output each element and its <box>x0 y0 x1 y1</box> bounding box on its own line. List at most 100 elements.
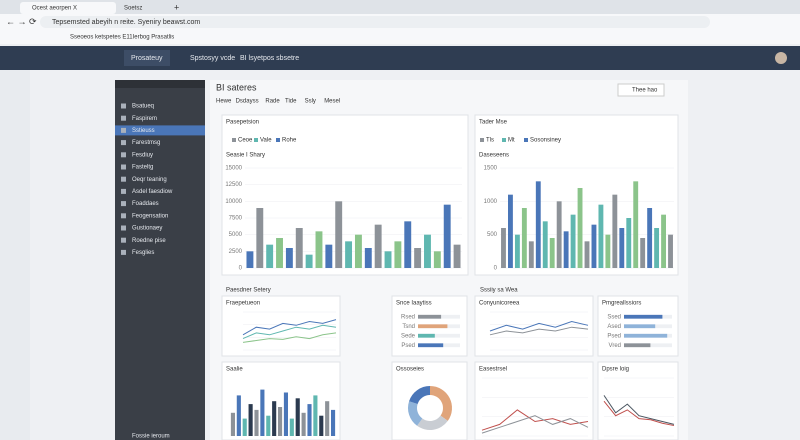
legend-swatch <box>502 138 506 142</box>
line <box>489 320 589 332</box>
bar <box>325 401 330 436</box>
bar <box>647 208 653 268</box>
nav-buttons[interactable]: ← → ⟳ <box>6 16 37 26</box>
tab[interactable] <box>20 2 116 14</box>
bar <box>277 407 283 436</box>
sidebar-item[interactable]: Oeqr teaning <box>132 177 167 183</box>
chart-title: Conyunicoreea <box>479 301 520 307</box>
bar <box>272 401 277 436</box>
pie-slice <box>409 386 430 404</box>
tab[interactable]: Hewe <box>216 99 232 105</box>
nav-link[interactable]: Spstosyy vcde <box>190 55 235 62</box>
sidebar-item[interactable]: Gustionaey <box>132 226 162 232</box>
sidebar-icon <box>121 201 126 207</box>
tab-title[interactable]: Soetsz <box>124 6 142 12</box>
bar <box>418 314 442 319</box>
bar <box>542 221 548 268</box>
legend-label: Sosonsiney <box>530 138 561 144</box>
sidebar-item[interactable]: Fesglies <box>132 250 154 256</box>
bar <box>528 241 534 268</box>
sidebar-items: Bsatueq Faspirem Sstieuss Farestmsg Fesdiuy F… <box>115 103 205 256</box>
tabs: Hewe Dsdayss Rade Tide Ssly Mesel <box>216 99 340 105</box>
legend-label: Mt <box>508 138 515 144</box>
section-title: Sssiiy sa Wea <box>480 288 518 294</box>
sidebar-item[interactable]: Roedne pise <box>132 238 166 244</box>
bar <box>285 248 293 268</box>
bar <box>301 412 306 436</box>
bar <box>501 228 506 268</box>
sidebar-item[interactable]: Asdel faesdiow <box>132 189 173 195</box>
bar <box>307 404 312 436</box>
bookmarks[interactable]: Sseoeos ketspetes E11Ierbog Prasatlis <box>70 35 174 41</box>
category-label: Vred <box>609 343 621 349</box>
bar <box>256 208 264 268</box>
bar <box>612 194 618 268</box>
sidebar-item[interactable]: Sstieuss <box>132 128 155 134</box>
url: Tepsemsted abeyih n reite. Syeniry beaws… <box>52 19 200 26</box>
tab[interactable]: Tide <box>285 99 297 105</box>
left-rail <box>0 70 30 440</box>
sidebar-item[interactable]: Farestmsg <box>132 140 160 146</box>
legend-label: Ceoe <box>238 138 253 144</box>
line <box>603 395 675 425</box>
legend-swatch <box>480 138 484 142</box>
tab[interactable]: Dsdayss <box>236 99 259 105</box>
bar <box>345 241 353 268</box>
category-label: Sede <box>401 333 416 339</box>
app-header <box>0 46 800 70</box>
tab[interactable]: Mesel <box>324 99 340 105</box>
sidebar-item[interactable]: Fesdiuy <box>132 152 153 158</box>
sidebar-item[interactable]: Bsatueq <box>132 104 154 110</box>
bar <box>315 231 323 268</box>
sidebar-icon <box>121 164 126 170</box>
bar <box>591 224 597 268</box>
sidebar-icon <box>121 127 126 133</box>
new-tab[interactable]: + <box>174 2 179 12</box>
bar <box>260 389 265 436</box>
bar <box>624 314 663 319</box>
chart-title: Ossoseies <box>396 367 424 373</box>
y-tick-label: 0 <box>494 266 498 272</box>
sidebar-item[interactable]: Feogensation <box>132 213 168 219</box>
category-label: Psed <box>401 343 415 349</box>
address-bar[interactable] <box>40 16 710 28</box>
avatar[interactable] <box>775 52 787 64</box>
legend-swatch <box>524 138 528 142</box>
bar <box>535 181 541 268</box>
y-tick-label: 2500 <box>229 249 243 255</box>
bar <box>289 418 294 436</box>
bar <box>418 333 435 338</box>
line <box>603 400 675 427</box>
sidebar-item[interactable]: Fasteltg <box>132 165 153 171</box>
bar <box>453 244 461 268</box>
bar <box>424 234 431 268</box>
bar <box>325 244 333 268</box>
bar <box>605 234 611 268</box>
y-tick-label: 0 <box>239 266 243 272</box>
bar <box>633 181 639 268</box>
legend-label: Rohe <box>282 138 297 144</box>
sidebar-icon <box>121 213 126 219</box>
main-title: BI sateres <box>216 82 257 92</box>
panel-title: Pasepetsion <box>226 120 259 126</box>
sidebar-item[interactable]: Foaddaes <box>132 201 159 207</box>
charts: Seasie I Shary02500500075001000012500150… <box>221 153 679 440</box>
sidebar-icon <box>121 152 126 158</box>
tab[interactable]: Ssly <box>305 99 316 105</box>
bar <box>313 395 318 436</box>
y-tick-label: 10000 <box>225 199 242 205</box>
button[interactable] <box>617 83 665 97</box>
sidebar-item[interactable]: Faspirem <box>132 116 157 122</box>
tab-bar <box>0 0 800 14</box>
line <box>489 326 589 336</box>
sidebar <box>115 80 205 440</box>
sidebar-footer: Fossie ieroum <box>132 434 170 440</box>
sidebar-icon <box>121 115 126 121</box>
y-tick-label: 1500 <box>484 166 498 172</box>
nav-link[interactable]: BI lsyetpos sbsetre <box>240 55 299 62</box>
tab[interactable]: Rade <box>265 99 280 105</box>
bar <box>418 343 444 348</box>
bar <box>624 333 668 338</box>
bar <box>254 409 259 436</box>
